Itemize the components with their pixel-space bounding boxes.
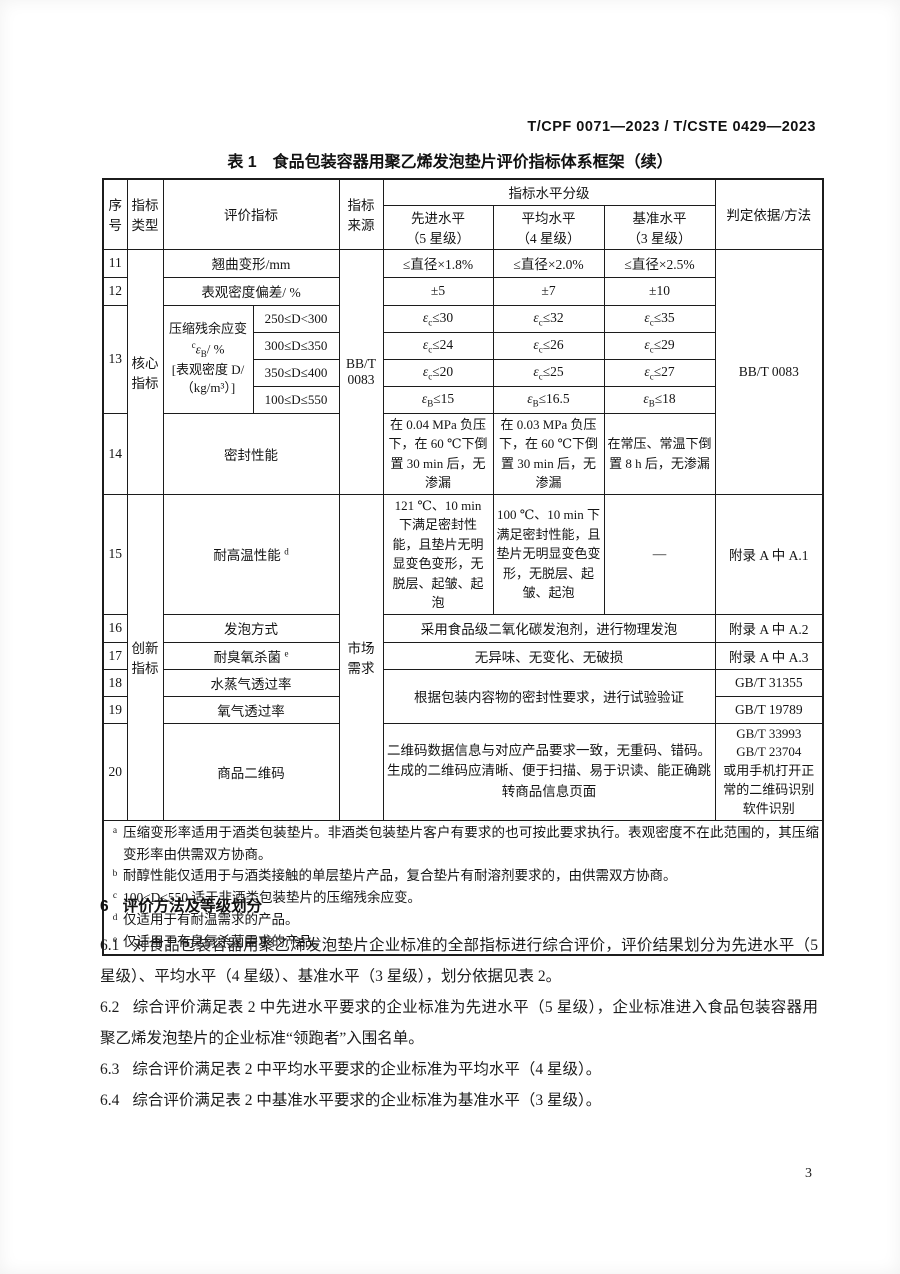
cell-average-14: 在 0.03 MPa 负压下，在 60 ℃下倒置 30 min 后，无渗漏 [492,412,605,495]
table-title: 表 1 食品包装容器用聚乙烯发泡垫片评价指标体系框架（续） [227,154,673,171]
cell-levels-18-19: 根据包装内容物的密封性要求，进行试验验证 [382,668,716,724]
footnote-marker: b [112,869,118,880]
cell-seq-11: 11 [102,248,128,278]
col-header-source: 指标 来源 [338,178,384,250]
cell-indicator-compression-strain: 压缩残余应变 cεB/ % [表观密度 D/ （kg/m³）] [162,304,254,414]
footnote-a: a 压缩变形率适用于酒类包装垫片。非酒类包装垫片客户有要求的也可按此要求执行。表观… [107,822,819,866]
cell-type-core: 核心 指标 [126,248,164,495]
cell-source-market: 市场 需求 [338,493,384,821]
cell-levels-20: 二维码数据信息与对应产品要求一致，无重码、错码。生成的二维码应清晰、便于扫描、易… [382,722,716,821]
cell-judgment-15: 附录 A 中 A.1 [714,493,824,615]
footnote-ref-d: d [284,546,289,557]
section-6-heading: 6 评价方法及等级划分 [100,898,263,915]
col-header-judgment: 判定依据/方法 [714,178,824,250]
footnote-marker: d [112,913,118,924]
standard-number: T/CPF 0071—2023 / T/CSTE 0429—2023 [527,119,816,135]
clause-6-1: 6.1 对食品包装容器用聚乙烯发泡垫片企业标准的全部指标进行综合评价，评价结果划分… [100,937,818,985]
cell-average-13-2: εc≤26 [492,331,605,360]
col-header-average: 平均水平 （4 星级） [492,204,605,250]
cell-indicator-wvtr: 水蒸气透过率 [162,668,340,697]
table-footnotes: a 压缩变形率适用于酒类包装垫片。非酒类包装垫片客户有要求的也可按此要求执行。表观… [102,819,824,956]
cell-judgment-20: GB/T 33993 GB/T 23704 或用手机打开正常的二维码识别软件识别 [714,722,824,821]
cell-indicator-density-deviation: 表观密度偏差/ % [162,276,340,306]
page-number: 3 [805,1166,812,1181]
cell-average-13-3: εc≤25 [492,358,605,387]
cell-indicator-otr: 氧气透过率 [162,695,340,724]
cell-baseline-15: — [603,493,716,615]
cell-baseline-14: 在常压、常温下倒置 8 h 后，无渗漏 [603,412,716,495]
cell-seq-14: 14 [102,412,128,495]
cell-judgment-core: BB/T 0083 [714,248,824,495]
cell-density-range-3: 350≤D≤400 [252,358,340,387]
cell-seq-15: 15 [102,493,128,615]
cell-advanced-13-4: εB≤15 [382,385,494,414]
cell-indicator-high-temp: 耐高温性能 d [162,493,340,615]
cell-average-11: ≤直径×2.0% [492,248,605,278]
col-header-baseline: 基准水平 （3 星级） [603,204,716,250]
cell-advanced-12: ±5 [382,276,494,306]
cell-advanced-13-3: εc≤20 [382,358,494,387]
footnote-marker: c [112,891,118,902]
cell-indicator-warpage: 翘曲变形/mm [162,248,340,278]
cell-seq-13: 13 [102,304,128,414]
cell-advanced-14: 在 0.04 MPa 负压下，在 60 ℃下倒置 30 min 后，无渗漏 [382,412,494,495]
section-6: 6 评价方法及等级划分 6.1 对食品包装容器用聚乙烯发泡垫片企业标准的全部指标进行… [100,894,818,1116]
cell-advanced-13-1: εc≤30 [382,304,494,333]
cell-average-13-1: εc≤32 [492,304,605,333]
cell-seq-17: 17 [102,641,128,670]
cell-baseline-13-2: εc≤29 [603,331,716,360]
epsilon-symbol: ε [195,340,201,356]
col-header-advanced: 先进水平 （5 星级） [382,204,494,250]
cell-indicator-qrcode: 商品二维码 [162,722,340,821]
cell-baseline-13-1: εc≤35 [603,304,716,333]
cell-source-core: BB/T 0083 [338,248,384,495]
cell-seq-20: 20 [102,722,128,821]
cell-average-12: ±7 [492,276,605,306]
cell-seq-16: 16 [102,613,128,643]
footnote-e: e 仅适用于有臭氧杀菌需求的产品。 [107,931,819,953]
cell-indicator-sealing: 密封性能 [162,412,340,495]
cell-judgment-16: 附录 A 中 A.2 [714,613,824,643]
cell-indicator-ozone: 耐臭氧杀菌 e [162,641,340,670]
cell-average-15: 100 ℃、10 min 下满足密封性能，且垫片无明显变色变形，无脱层、起皱、起… [492,493,605,615]
cell-seq-19: 19 [102,695,128,724]
cell-advanced-13-2: εc≤24 [382,331,494,360]
cell-judgment-18: GB/T 31355 [714,668,824,697]
cell-baseline-13-3: εc≤27 [603,358,716,387]
cell-baseline-11: ≤直径×2.5% [603,248,716,278]
cell-advanced-11: ≤直径×1.8% [382,248,494,278]
col-header-indicator: 评价指标 [162,178,340,250]
cell-indicator-foaming: 发泡方式 [162,613,340,643]
col-header-seq: 序 号 [102,178,128,250]
cell-levels-17: 无异味、无变化、无破损 [382,641,716,670]
cell-density-range-2: 300≤D≤350 [252,331,340,360]
footnote-ref-c: c [191,339,196,350]
cell-average-13-4: εB≤16.5 [492,385,605,414]
footnote-ref-e: e [284,648,289,658]
cell-seq-12: 12 [102,276,128,306]
clause-6-4: 6.4 综合评价满足表 2 中基准水平要求的企业标准为基准水平（3 星级）。 [100,1092,602,1109]
footnote-marker: e [112,935,118,946]
cell-levels-16: 采用食品级二氧化碳发泡剂，进行物理发泡 [382,613,716,643]
cell-density-range-4: 100≤D≤550 [252,385,340,414]
footnote-c: c 100≤D≤550 适于非酒类包装垫片的压缩残余应变。 [107,887,819,909]
cell-seq-18: 18 [102,668,128,697]
footnote-b: b 耐醇性能仅适用于与酒类接触的单层垫片产品，复合垫片有耐溶剂要求的，由供需双方协… [107,865,819,887]
cell-type-innovation: 创新 指标 [126,493,164,821]
footnote-d: d 仅适用于有耐温需求的产品。 [107,909,819,931]
cell-density-range-1: 250≤D<300 [252,304,340,333]
cell-judgment-17: 附录 A 中 A.3 [714,641,824,670]
cell-judgment-19: GB/T 19789 [714,695,824,724]
clause-6-2: 6.2 综合评价满足表 2 中先进水平要求的企业标准为先进水平（5 星级），企业标… [100,999,818,1047]
footnote-marker: a [112,825,118,836]
cell-baseline-13-4: εB≤18 [603,385,716,414]
cell-baseline-12: ±10 [603,276,716,306]
col-header-type: 指标 类型 [126,178,164,250]
clause-6-3: 6.3 综合评价满足表 2 中平均水平要求的企业标准为平均水平（4 星级）。 [100,1061,602,1078]
evaluation-table: 序 号 指标 类型 评价指标 指标 来源 指标水平分级 判定依据/方法 先进水平… [102,178,825,956]
cell-advanced-15: 121 ℃、10 min 下满足密封性能，且垫片无明显变色变形，无脱层、起皱、起… [382,493,494,615]
col-header-level-group: 指标水平分级 [382,178,716,206]
